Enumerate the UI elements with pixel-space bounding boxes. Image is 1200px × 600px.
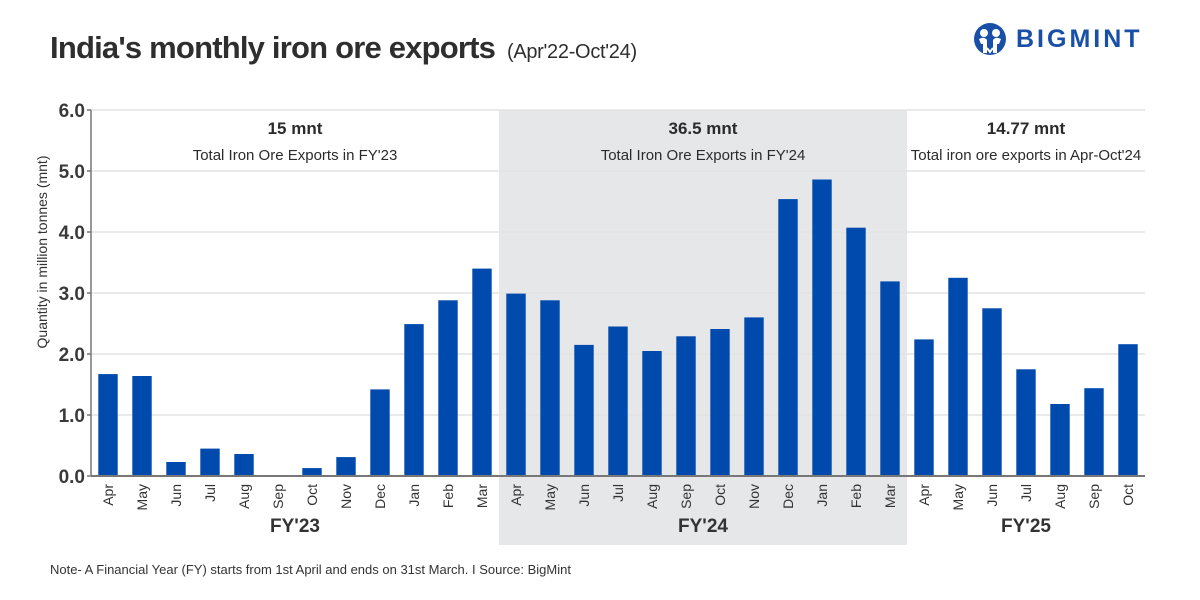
y-tick-label: 2.0 xyxy=(59,345,85,366)
highlight-band-fy24 xyxy=(499,110,907,545)
bar-fy25-jul xyxy=(1016,369,1036,477)
group-description-label: Total Iron Ore Exports in FY'23 xyxy=(193,147,398,164)
bar-fy24-apr xyxy=(506,293,526,476)
y-tick-label: 5.0 xyxy=(59,162,85,183)
bar-fy24-oct xyxy=(710,329,730,476)
y-axis-label: Quantity in million tonnes (mnt) xyxy=(34,156,50,349)
bar-fy25-may xyxy=(948,277,968,477)
x-tick-label: Sep xyxy=(1086,484,1102,509)
bar-fy24-feb xyxy=(846,227,866,476)
x-tick-label: Jul xyxy=(1018,484,1034,502)
group-description-label: Total Iron Ore Exports in FY'24 xyxy=(601,147,806,164)
x-tick-label: Sep xyxy=(678,484,694,509)
bar-fy25-oct xyxy=(1118,344,1138,476)
bar-fy24-mar xyxy=(880,281,900,476)
x-tick-label: May xyxy=(542,484,558,510)
chart-title: India's monthly iron ore exports (Apr'22… xyxy=(50,30,637,66)
x-tick-label: Jun xyxy=(168,484,184,507)
bar-fy25-apr xyxy=(914,339,934,476)
y-tick-label: 3.0 xyxy=(59,284,85,305)
x-tick-label: May xyxy=(134,484,150,510)
bar-fy24-jan xyxy=(812,179,832,476)
bar-fy24-sep xyxy=(676,336,696,476)
x-tick-label: Aug xyxy=(236,484,252,509)
people-circle-icon xyxy=(974,23,1006,55)
bar-fy23-jan xyxy=(404,324,424,476)
bar-fy23-feb xyxy=(438,300,458,476)
chart-title-period: (Apr'22-Oct'24) xyxy=(506,41,637,63)
y-tick-label: 4.0 xyxy=(59,223,85,244)
bar-fy23-dec xyxy=(370,389,390,476)
x-tick-label: Oct xyxy=(1120,484,1136,506)
bar-fy23-nov xyxy=(336,457,356,476)
bar-fy24-may xyxy=(540,300,560,476)
bar-fy23-jul xyxy=(200,448,220,476)
x-tick-label: Sep xyxy=(270,484,286,509)
x-tick-label: Oct xyxy=(712,484,728,506)
x-tick-label: Apr xyxy=(916,484,932,506)
bar-fy25-aug xyxy=(1050,404,1070,476)
bar-fy23-aug xyxy=(234,454,254,476)
bar-fy24-aug xyxy=(642,351,662,476)
x-tick-label: Jul xyxy=(610,484,626,502)
bigmint-logo: BIGMINT xyxy=(972,22,1143,56)
bar-fy23-jun xyxy=(166,462,186,476)
bar-fy24-dec xyxy=(778,199,798,476)
bar-fy23-mar xyxy=(472,268,492,476)
x-tick-label: Apr xyxy=(508,484,524,506)
x-tick-label: Jan xyxy=(406,484,422,507)
x-tick-label: Nov xyxy=(746,484,762,509)
x-tick-label: Nov xyxy=(338,484,354,509)
x-tick-label: Dec xyxy=(780,484,796,509)
x-tick-label: Jun xyxy=(984,484,1000,507)
x-tick-label: Dec xyxy=(372,484,388,509)
group-total-label: 36.5 mnt xyxy=(669,119,738,138)
bar-fy23-may xyxy=(132,376,152,476)
x-tick-label: Aug xyxy=(644,484,660,509)
x-tick-label: Jun xyxy=(576,484,592,507)
x-tick-label: May xyxy=(950,484,966,510)
bar-fy24-nov xyxy=(744,317,764,476)
fy-group-label: FY'24 xyxy=(678,516,728,537)
y-tick-label: 1.0 xyxy=(59,406,85,427)
bar-fy24-jul xyxy=(608,326,628,476)
group-total-label: 14.77 mnt xyxy=(987,119,1066,138)
group-total-label: 15 mnt xyxy=(268,119,323,138)
x-tick-label: Jul xyxy=(202,484,218,502)
bar-fy25-sep xyxy=(1084,388,1104,476)
bar-fy25-jun xyxy=(982,308,1002,477)
x-tick-label: Feb xyxy=(440,484,456,508)
group-description-label: Total iron ore exports in Apr-Oct'24 xyxy=(911,147,1141,164)
chart-title-main: India's monthly iron ore exports xyxy=(50,30,496,65)
bar-fy23-apr xyxy=(98,374,118,476)
x-tick-label: Aug xyxy=(1052,484,1068,509)
footnote: Note- A Financial Year (FY) starts from … xyxy=(50,562,571,577)
bar-fy23-oct xyxy=(302,468,322,476)
fy-group-label: FY'25 xyxy=(1001,516,1051,537)
x-tick-label: Apr xyxy=(100,484,116,506)
y-tick-label: 0.0 xyxy=(59,467,85,488)
x-tick-label: Mar xyxy=(882,484,898,508)
y-tick-label: 6.0 xyxy=(59,101,85,122)
x-tick-label: Mar xyxy=(474,484,490,508)
x-tick-label: Oct xyxy=(304,484,320,506)
x-tick-label: Feb xyxy=(848,484,864,508)
logo-text: BIGMINT xyxy=(1016,24,1143,53)
bar-fy24-jun xyxy=(574,344,594,476)
fy-group-label: FY'23 xyxy=(270,516,320,537)
x-tick-label: Jan xyxy=(814,484,830,507)
